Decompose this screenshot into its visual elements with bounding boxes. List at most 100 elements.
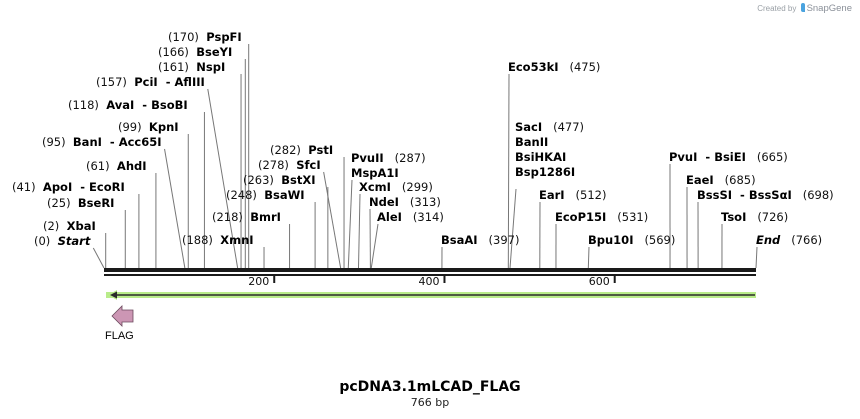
enzyme-name: Eco53kI xyxy=(508,60,559,74)
site-position: (161) xyxy=(158,60,189,74)
enzyme-name: XmnI xyxy=(220,233,254,247)
enzyme-name-alt: BsoBI xyxy=(151,98,188,112)
site-label[interactable]: (61) AhdI xyxy=(86,159,147,173)
site-label[interactable]: (0) Start xyxy=(34,234,90,248)
site-label[interactable]: (170) PspFI xyxy=(168,30,242,44)
enzyme-name: EaeI xyxy=(686,173,714,187)
enzyme-name-alt: Bsp1286I xyxy=(515,165,576,179)
site-label[interactable]: PvuI - BsiEI (665) xyxy=(669,150,788,164)
separator: - xyxy=(697,150,715,164)
site-position: (287) xyxy=(394,151,426,165)
enzyme-name: AhdI xyxy=(116,159,147,173)
snapgene-credit: Created by SnapGene xyxy=(757,3,852,14)
credit-prefix: Created by xyxy=(757,4,797,13)
site-position: (512) xyxy=(575,188,607,202)
separator: - xyxy=(157,75,175,89)
enzyme-name-alt: MspA1I xyxy=(351,166,399,180)
enzyme-name: BsaAI xyxy=(441,233,478,247)
enzyme-name: AleI xyxy=(377,210,402,224)
site-label[interactable]: (118) AvaI - BsoBI xyxy=(68,98,188,112)
site-position: (157) xyxy=(96,75,127,89)
site-label[interactable]: (188) XmnI xyxy=(182,233,254,247)
backbone-top-strand xyxy=(104,268,756,272)
separator: - xyxy=(72,180,90,194)
enzyme-name: KpnI xyxy=(148,120,179,134)
site-position: (766) xyxy=(791,233,823,247)
site-label[interactable]: EcoP15I (531) xyxy=(555,210,648,224)
site-label[interactable]: AleI (314) xyxy=(377,210,444,224)
enzyme-name: BsaWI xyxy=(264,188,305,202)
map-length: 766 bp xyxy=(410,396,450,409)
site-position: (698) xyxy=(802,188,834,202)
tick-label: 600 xyxy=(588,275,610,288)
site-label[interactable]: Bpu10I (569) xyxy=(588,233,675,247)
site-label[interactable]: (282) PstI xyxy=(270,143,333,157)
site-line xyxy=(587,246,590,269)
site-position: (278) xyxy=(258,158,289,172)
site-label[interactable]: TsoI (726) xyxy=(721,210,788,224)
enzyme-name: BstXI xyxy=(281,173,316,187)
enzyme-name: XcmI xyxy=(359,180,391,194)
site-label[interactable]: (25) BseRI xyxy=(47,196,114,210)
orf-arrow[interactable] xyxy=(106,290,756,300)
site-label[interactable]: BsaAI (397) xyxy=(441,233,519,247)
site-label[interactable]: (161) NspI xyxy=(158,60,225,74)
site-label[interactable]: (157) PciI - AflIII xyxy=(96,75,205,89)
site-label[interactable]: End (766) xyxy=(756,233,822,247)
site-label[interactable]: (263) BstXI xyxy=(243,173,316,187)
site-position: (282) xyxy=(270,143,301,157)
site-position: (41) xyxy=(12,180,36,194)
site-label[interactable]: SacI (477) BanII BsiHKAI Bsp1286I xyxy=(515,120,584,180)
separator: - xyxy=(732,188,749,202)
site-label[interactable]: (99) KpnI xyxy=(118,120,179,134)
enzyme-name: XbaI xyxy=(66,219,96,233)
enzyme-name: BmrI xyxy=(250,210,281,224)
site-label[interactable]: Eco53kI (475) xyxy=(508,60,600,74)
enzyme-name: PciI xyxy=(134,75,158,89)
site-label[interactable]: EarI (512) xyxy=(539,188,606,202)
site-position: (2) xyxy=(43,219,60,233)
site-line xyxy=(755,246,758,269)
enzyme-name-alt: BsiEI xyxy=(714,150,746,164)
site-label[interactable]: (2) XbaI xyxy=(43,219,96,233)
site-position: (726) xyxy=(757,210,789,224)
site-label[interactable]: (248) BsaWI xyxy=(226,188,305,202)
site-line xyxy=(370,223,379,269)
enzyme-name-alt: AflIII xyxy=(174,75,205,89)
site-position: (61) xyxy=(86,159,110,173)
site-label[interactable]: EaeI (685) xyxy=(686,173,756,187)
site-label[interactable]: PvuII (287) MspA1I xyxy=(351,151,426,181)
site-label[interactable]: BssSI - BssSαI (698) xyxy=(697,188,834,202)
enzyme-name: PspFI xyxy=(206,30,242,44)
site-position: (531) xyxy=(617,210,649,224)
flag-feature-arrow[interactable] xyxy=(111,305,134,327)
enzyme-name-alt: BanII xyxy=(515,135,549,149)
site-position: (299) xyxy=(401,180,433,194)
enzyme-name: Bpu10I xyxy=(588,233,634,247)
feature-label-flag[interactable]: FLAG xyxy=(105,330,134,342)
site-label[interactable]: (166) BseYI xyxy=(158,45,232,59)
tick-label: 200 xyxy=(248,275,270,288)
enzyme-name: ApoI xyxy=(42,180,73,194)
enzyme-name: PstI xyxy=(308,143,334,157)
site-position: (665) xyxy=(756,150,788,164)
site-label[interactable]: (218) BmrI xyxy=(212,210,281,224)
map-title: pcDNA3.1mLCAD_FLAG xyxy=(339,379,521,395)
site-label[interactable]: (278) SfcI xyxy=(258,158,321,172)
site-label[interactable]: NdeI (313) xyxy=(369,195,441,209)
site-position: (477) xyxy=(553,120,585,134)
enzyme-name: BseYI xyxy=(196,45,233,59)
site-label[interactable]: (95) BanI - Acc65I xyxy=(42,135,162,149)
enzyme-name: PvuII xyxy=(351,151,384,165)
site-line xyxy=(207,88,239,269)
separator: - xyxy=(134,98,152,112)
site-label[interactable]: XcmI (299) xyxy=(359,180,433,194)
site-position: (397) xyxy=(488,233,520,247)
enzyme-name: BssSI xyxy=(697,188,733,202)
tick-mark xyxy=(443,276,446,283)
site-label[interactable]: (41) ApoI - EcoRI xyxy=(12,180,125,194)
enzyme-name: EcoP15I xyxy=(555,210,607,224)
site-position: (166) xyxy=(158,45,189,59)
site-position: (95) xyxy=(42,135,66,149)
